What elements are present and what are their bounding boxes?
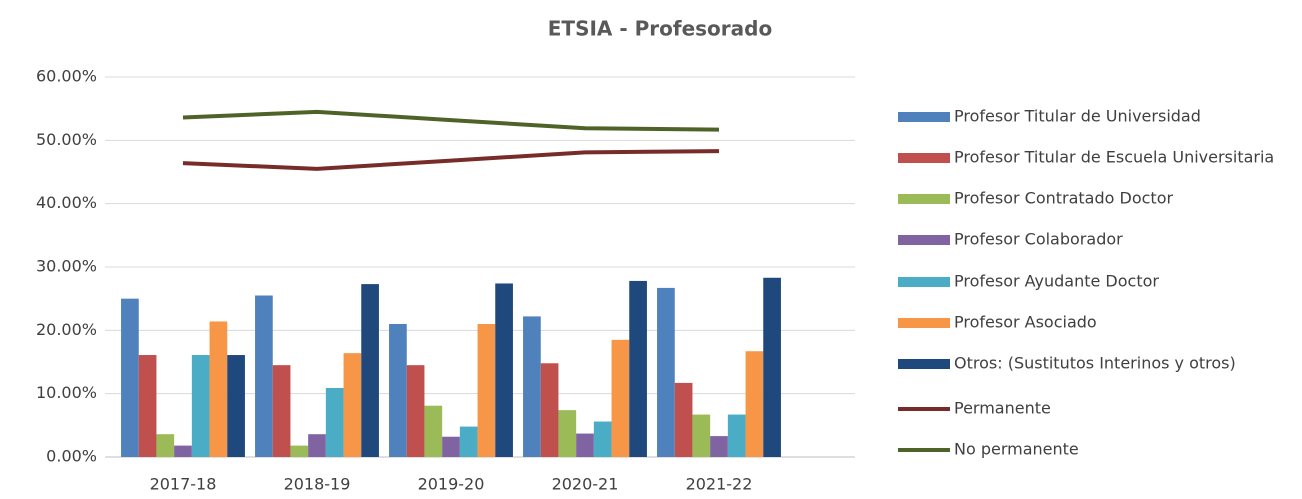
legend-label: Profesor Titular de Universidad xyxy=(954,107,1201,126)
bar xyxy=(389,324,407,457)
bar xyxy=(442,436,460,457)
bar xyxy=(290,445,309,457)
x-tick-label: 2020-21 xyxy=(552,475,619,494)
line xyxy=(182,149,720,171)
legend-swatch xyxy=(898,277,950,287)
x-tick-label: 2018-19 xyxy=(284,475,351,494)
bar xyxy=(174,445,192,457)
legend-label: Profesor Titular de Escuela Universitari… xyxy=(954,148,1274,167)
bar xyxy=(611,339,630,457)
legend-swatch xyxy=(898,153,950,163)
bar xyxy=(692,414,711,457)
legend-swatch xyxy=(898,194,950,204)
bar xyxy=(361,284,379,457)
legend-label: No permanente xyxy=(954,440,1079,459)
bar xyxy=(593,421,612,457)
bar xyxy=(209,321,228,457)
bar xyxy=(459,426,478,457)
legend-swatch xyxy=(898,359,950,369)
bar xyxy=(576,433,594,457)
y-tick-label: 0.00% xyxy=(46,447,97,466)
bar xyxy=(495,283,513,457)
y-tick-label: 30.00% xyxy=(36,257,97,276)
bar xyxy=(191,355,210,457)
legend-label: Profesor Ayudante Doctor xyxy=(954,272,1159,291)
bar xyxy=(629,280,647,457)
chart-title: ETSIA - Profesorado xyxy=(548,17,772,41)
bar xyxy=(727,414,746,457)
legend-label: Profesor Asociado xyxy=(954,313,1097,332)
bar xyxy=(406,365,425,457)
y-tick-label: 60.00% xyxy=(36,67,97,86)
bar xyxy=(674,382,693,457)
legend-swatch xyxy=(898,112,950,122)
bar xyxy=(558,410,577,457)
bar xyxy=(657,287,675,457)
legend-label: Otros: (Sustitutos Interinos y otros) xyxy=(954,354,1236,373)
x-tick-label: 2019-20 xyxy=(418,475,485,494)
bar xyxy=(272,365,291,457)
x-tick-label: 2021-22 xyxy=(686,475,753,494)
legend-swatch xyxy=(898,318,950,328)
bar xyxy=(343,353,362,457)
bar xyxy=(763,277,781,457)
bar xyxy=(710,436,728,457)
line xyxy=(182,109,720,132)
bar xyxy=(325,387,344,457)
bar xyxy=(308,434,326,457)
bar xyxy=(745,351,764,457)
bar xyxy=(227,355,245,457)
bar xyxy=(255,295,273,457)
legend-swatch xyxy=(898,235,950,245)
y-tick-label: 50.00% xyxy=(36,130,97,149)
x-tick-label: 2017-18 xyxy=(150,475,217,494)
bar xyxy=(156,434,175,457)
bar xyxy=(477,324,496,457)
y-tick-label: 40.00% xyxy=(36,193,97,212)
legend-label: Profesor Contratado Doctor xyxy=(954,189,1173,208)
bar xyxy=(138,355,157,457)
legend-label: Profesor Colaborador xyxy=(954,230,1123,249)
bar xyxy=(424,405,443,457)
y-tick-label: 20.00% xyxy=(36,320,97,339)
y-tick-label: 10.00% xyxy=(36,383,97,402)
bar xyxy=(121,298,139,457)
bar xyxy=(540,363,559,457)
bar xyxy=(523,316,541,457)
legend-label: Permanente xyxy=(954,399,1051,418)
